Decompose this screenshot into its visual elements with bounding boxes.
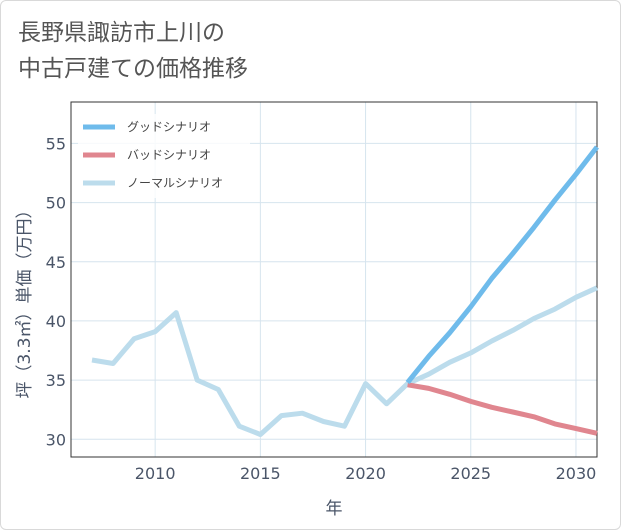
chart-title: 長野県諏訪市上川の 中古戸建ての価格推移 [18, 15, 248, 87]
y-tick-label-35: 35 [46, 371, 66, 390]
plot-area-border [70, 101, 598, 458]
series-line-normal [91, 285, 599, 437]
legend-label-normal: ノーマルシナリオ [127, 176, 223, 190]
y-axis-label: 坪（3.3㎡）単価（万円） [15, 201, 35, 398]
chart-title-line-2: 中古戸建ての価格推移 [18, 56, 248, 82]
x-axis-label: 年 [326, 499, 343, 519]
chart-title-line-1: 長野県諏訪市上川の [18, 20, 225, 46]
x-tick-label-2015: 2015 [240, 464, 281, 483]
x-tick-label-2030: 2030 [556, 464, 597, 483]
series-lines [91, 145, 599, 437]
y-tick-label-55: 55 [46, 134, 66, 153]
x-tick-label-2025: 2025 [450, 464, 491, 483]
grid-lines [71, 102, 597, 457]
y-tick-label-50: 50 [46, 194, 66, 213]
legend-label-good: グッドシナリオ [127, 120, 211, 134]
series-line-good [405, 145, 599, 385]
y-tick-label-30: 30 [46, 430, 66, 449]
x-tick-label-2010: 2010 [135, 464, 176, 483]
y-tick-label-45: 45 [46, 253, 66, 272]
y-tick-label-40: 40 [46, 312, 66, 331]
axis-ticks: 2010 2015 2020 2025 2030 30 35 40 45 50 55 [46, 134, 597, 483]
legend-label-bad: バッドシナリオ [127, 148, 211, 162]
x-tick-label-2020: 2020 [345, 464, 386, 483]
series-line-bad [407, 382, 598, 436]
